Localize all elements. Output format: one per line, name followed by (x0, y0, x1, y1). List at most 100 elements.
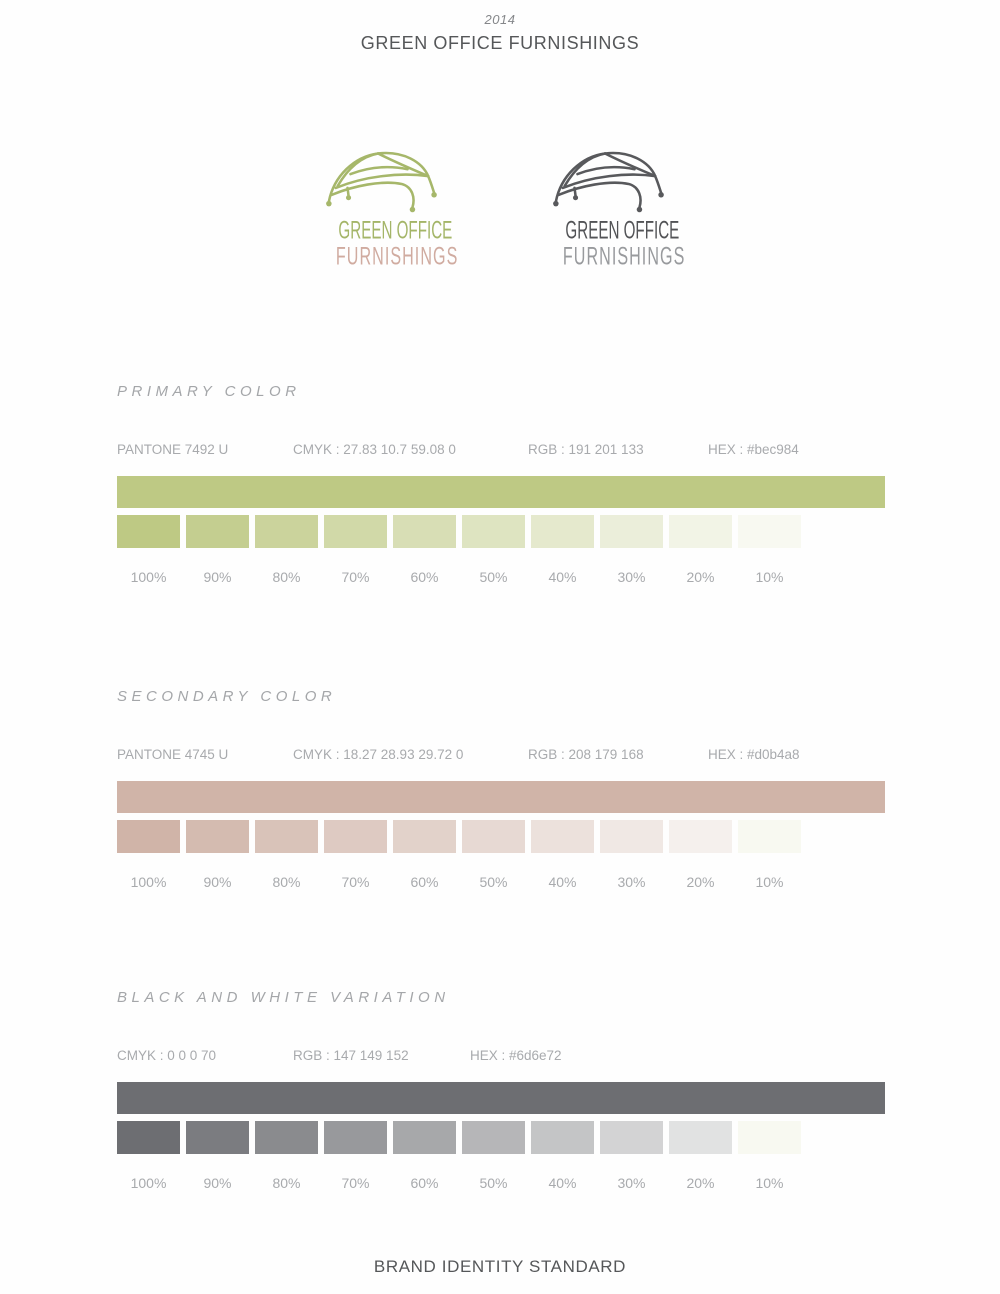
tint-swatch (393, 1121, 456, 1154)
color-spec: HEX : #d0b4a8 (708, 747, 800, 762)
tint-swatch (600, 515, 663, 548)
color-spec-row: PANTONE 4745 U CMYK : 18.27 28.93 29.72 0… (117, 747, 885, 763)
tint-swatch (531, 515, 594, 548)
tint-percent-label: 10% (755, 569, 784, 585)
tint-percent-label: 50% (479, 1175, 508, 1191)
tint-percent-label: 40% (548, 1175, 577, 1191)
tint-swatch (531, 1121, 594, 1154)
tint-swatch (738, 820, 801, 853)
tint-swatch (255, 515, 318, 548)
color-spec: RGB : 147 149 152 (293, 1048, 409, 1063)
color-bar (117, 1082, 885, 1114)
tint-percent-label: 90% (203, 569, 232, 585)
tint-swatch (186, 1121, 249, 1154)
tint-swatch (669, 820, 732, 853)
tint-percent-label: 50% (479, 569, 508, 585)
color-bar (117, 476, 885, 508)
color-spec-row: CMYK : 0 0 0 70 RGB : 147 149 152 HEX : #6… (117, 1048, 885, 1064)
tint-swatch (324, 820, 387, 853)
tint-percent-label: 70% (341, 874, 370, 890)
logo-wordmark-line1: GREEN OFFICE (565, 216, 680, 245)
tint-swatch (738, 515, 801, 548)
leaf-canopy-icon (326, 151, 437, 213)
color-bar (117, 781, 885, 813)
color-spec-row: PANTONE 7492 U CMYK : 27.83 10.7 59.08 0 R… (117, 442, 885, 458)
tint-swatch (669, 515, 732, 548)
page-title: GREEN OFFICE FURNISHINGS (360, 33, 640, 53)
tint-swatch (117, 515, 180, 548)
tint-label-row: 100% 90% 80% 70% 60% 50% 40% 30% 20% 10% (117, 874, 801, 890)
tint-swatch (738, 1121, 801, 1154)
tint-swatch (186, 820, 249, 853)
tint-swatch (255, 820, 318, 853)
tint-percent-label: 20% (686, 874, 715, 890)
tint-swatch-row (117, 820, 801, 853)
tint-swatch (531, 820, 594, 853)
tint-label-row: 100% 90% 80% 70% 60% 50% 40% 30% 20% 10% (117, 569, 801, 585)
tint-swatch (462, 820, 525, 853)
tint-swatch (600, 1121, 663, 1154)
tint-percent-label: 100% (130, 569, 167, 585)
tint-percent-label: 30% (617, 1175, 646, 1191)
tint-percent-label: 70% (341, 569, 370, 585)
tint-percent-label: 80% (272, 1175, 301, 1191)
logo-primary: GREEN OFFICE FURNISHINGS (317, 146, 459, 271)
color-spec: CMYK : 0 0 0 70 (117, 1048, 217, 1063)
tint-percent-label: 80% (272, 569, 301, 585)
section-heading: BLACK AND WHITE VARIATION (117, 989, 450, 1006)
tint-swatch (255, 1121, 318, 1154)
section-black-white-variation: BLACK AND WHITE VARIATION CMYK : 0 0 0 7… (117, 989, 885, 1194)
tint-label-row: 100% 90% 80% 70% 60% 50% 40% 30% 20% 10% (117, 1175, 801, 1191)
tint-percent-label: 80% (272, 874, 301, 890)
color-spec: PANTONE 4745 U (117, 747, 229, 762)
color-spec: HEX : #6d6e72 (470, 1048, 562, 1063)
tint-percent-label: 30% (617, 874, 646, 890)
tint-swatch (186, 515, 249, 548)
tint-percent-label: 90% (203, 874, 232, 890)
tint-percent-label: 60% (410, 874, 439, 890)
color-spec: RGB : 191 201 133 (528, 442, 644, 457)
section-primary-color: PRIMARY COLOR PANTONE 7492 U CMYK : 27.83… (117, 383, 885, 588)
tint-swatch (462, 515, 525, 548)
color-spec: HEX : #bec984 (708, 442, 799, 457)
tint-percent-label: 100% (130, 1175, 167, 1191)
tint-percent-label: 20% (686, 1175, 715, 1191)
logo-wordmark-line2: FURNISHINGS (562, 242, 686, 271)
footer-title: BRAND IDENTITY STANDARD (373, 1257, 627, 1276)
tint-percent-label: 70% (341, 1175, 370, 1191)
color-spec: CMYK : 18.27 28.93 29.72 0 (293, 747, 464, 762)
tint-percent-label: 100% (130, 874, 167, 890)
tint-percent-label: 10% (755, 1175, 784, 1191)
tint-percent-label: 50% (479, 874, 508, 890)
leaf-canopy-icon (553, 151, 664, 213)
tint-swatch (600, 820, 663, 853)
tint-percent-label: 40% (548, 569, 577, 585)
color-spec: RGB : 208 179 168 (528, 747, 644, 762)
color-spec: CMYK : 27.83 10.7 59.08 0 (293, 442, 456, 457)
tint-swatch-row (117, 1121, 801, 1154)
tint-percent-label: 30% (617, 569, 646, 585)
tint-percent-label: 90% (203, 1175, 232, 1191)
section-heading: PRIMARY COLOR (117, 383, 301, 400)
tint-percent-label: 60% (410, 1175, 439, 1191)
tint-percent-label: 20% (686, 569, 715, 585)
tint-swatch (324, 1121, 387, 1154)
tint-swatch (669, 1121, 732, 1154)
logo-wordmark-line2: FURNISHINGS (335, 242, 459, 271)
tint-percent-label: 10% (755, 874, 784, 890)
color-spec: PANTONE 7492 U (117, 442, 229, 457)
logo-wordmark-line1: GREEN OFFICE (338, 216, 453, 245)
section-heading: SECONDARY COLOR (117, 688, 337, 705)
tint-swatch (117, 820, 180, 853)
tint-percent-label: 40% (548, 874, 577, 890)
tint-swatch (393, 820, 456, 853)
tint-swatch (393, 515, 456, 548)
tint-percent-label: 60% (410, 569, 439, 585)
tint-swatch-row (117, 515, 801, 548)
tint-swatch (462, 1121, 525, 1154)
logo-grayscale: GREEN OFFICE FURNISHINGS (544, 146, 686, 271)
tint-swatch (324, 515, 387, 548)
section-secondary-color: SECONDARY COLOR PANTONE 4745 U CMYK : 18.… (117, 688, 885, 893)
tint-swatch (117, 1121, 180, 1154)
